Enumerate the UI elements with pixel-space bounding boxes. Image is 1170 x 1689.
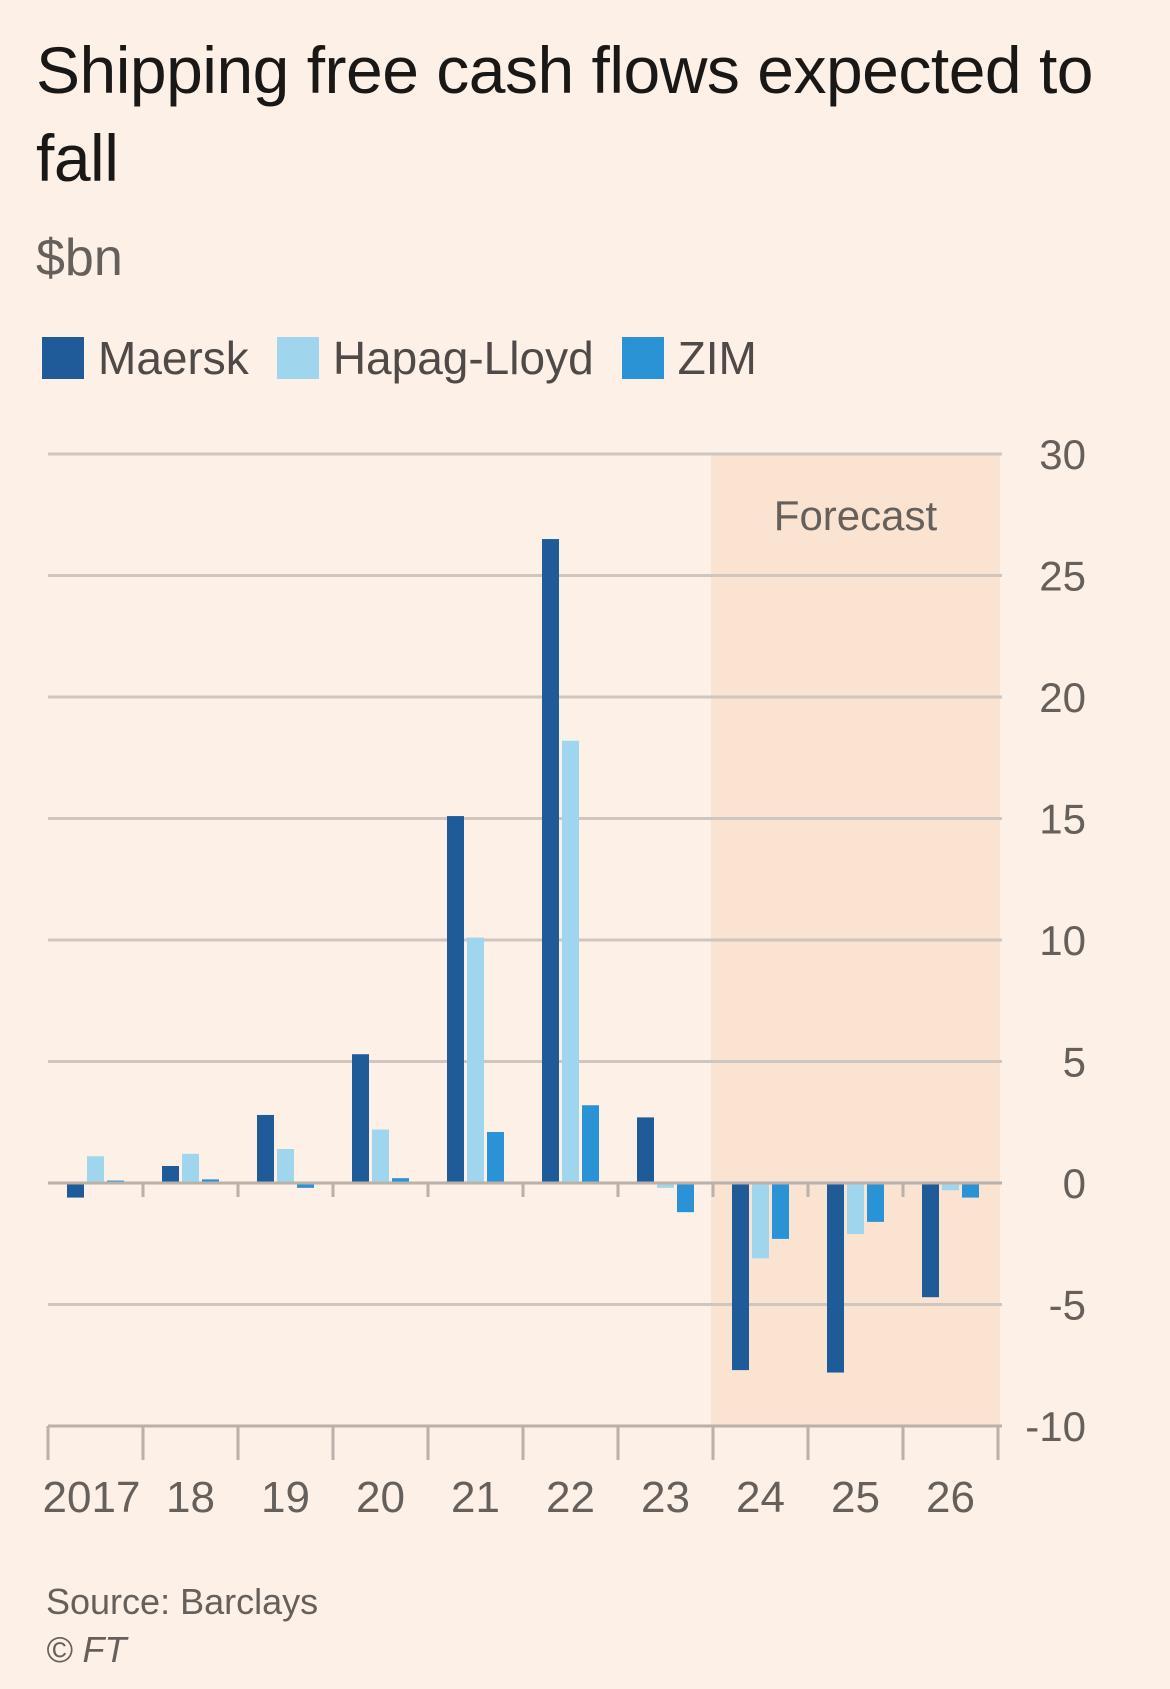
bar-maersk-24: [732, 1183, 749, 1371]
bar-maersk-2017: [67, 1183, 84, 1198]
footer: Source: Barclays © FT: [46, 1578, 318, 1674]
x-tick-label: 26: [926, 1473, 975, 1522]
legend-swatch-maersk: [42, 337, 84, 379]
bar-hapag-lloyd-24: [752, 1183, 769, 1259]
bar-maersk-19: [257, 1114, 274, 1183]
x-tick-label: 18: [166, 1473, 215, 1522]
copyright-credit: © FT: [46, 1629, 127, 1670]
y-tick-label: 15: [1039, 796, 1086, 843]
bar-hapag-lloyd-18: [182, 1153, 199, 1183]
x-tick-label: 24: [736, 1473, 785, 1522]
legend-swatch-zim: [621, 337, 664, 379]
source-note: Source: Barclays: [46, 1581, 319, 1622]
y-tick-label: 30: [1039, 431, 1086, 478]
bar-zim-18: [202, 1179, 219, 1183]
x-tick-label: 22: [546, 1473, 595, 1522]
bar-zim-21: [487, 1131, 504, 1183]
legend-label-zim: ZIM: [677, 332, 757, 384]
bar-maersk-22: [542, 539, 559, 1183]
bar-zim-20: [392, 1178, 409, 1183]
bar-zim-23: [677, 1183, 694, 1213]
bar-zim-26: [962, 1183, 979, 1198]
x-tick-label: 2017: [43, 1473, 141, 1522]
x-tick-label: 23: [641, 1473, 690, 1522]
legend-label-hapag-lloyd: Hapag-Lloyd: [332, 332, 594, 384]
y-tick-label: 10: [1039, 917, 1086, 964]
legend-item-zim: ZIM: [621, 331, 757, 385]
bar-maersk-26: [922, 1183, 939, 1298]
y-tick-label: -5: [1049, 1282, 1086, 1329]
legend-item-hapag-lloyd: Hapag-Lloyd: [276, 331, 594, 385]
chart-unit-label: $bn: [36, 229, 123, 287]
chart-title: Shipping free cash flows expected to fal…: [36, 33, 1093, 195]
bar-maersk-18: [162, 1165, 179, 1183]
x-tick-label: 25: [831, 1473, 880, 1522]
x-tick-label: 19: [261, 1473, 310, 1522]
bar-zim-24: [772, 1183, 789, 1239]
bar-zim-19: [297, 1183, 314, 1188]
bar-zim-22: [582, 1105, 599, 1183]
legend-label-maersk: Maersk: [98, 332, 249, 384]
bar-maersk-20: [352, 1054, 369, 1183]
bar-hapag-lloyd-20: [372, 1129, 389, 1183]
forecast-label: Forecast: [774, 492, 938, 539]
y-tick-label: 25: [1039, 553, 1086, 600]
bar-hapag-lloyd-19: [277, 1148, 294, 1183]
legend-swatch-hapag-lloyd: [276, 337, 319, 379]
bar-hapag-lloyd-21: [467, 937, 484, 1183]
bar-zim-25: [867, 1183, 884, 1222]
y-tick-label: 20: [1039, 674, 1086, 721]
bar-maersk-25: [827, 1183, 844, 1373]
y-tick-label: 0: [1063, 1160, 1086, 1207]
x-tick-label: 20: [356, 1473, 405, 1522]
bar-hapag-lloyd-25: [847, 1183, 864, 1235]
bar-hapag-lloyd-2017: [87, 1156, 104, 1183]
bar-hapag-lloyd-23: [657, 1183, 674, 1188]
y-tick-label: 5: [1063, 1039, 1086, 1086]
bar-hapag-lloyd-26: [942, 1183, 959, 1191]
legend: Maersk Hapag-Lloyd ZIM: [42, 330, 785, 386]
y-tick-label: -10: [1025, 1403, 1086, 1450]
bar-maersk-21: [447, 816, 464, 1183]
bar-maersk-23: [637, 1117, 654, 1183]
x-tick-label: 21: [451, 1473, 500, 1522]
bar-hapag-lloyd-22: [562, 740, 579, 1183]
legend-item-maersk: Maersk: [42, 331, 249, 385]
